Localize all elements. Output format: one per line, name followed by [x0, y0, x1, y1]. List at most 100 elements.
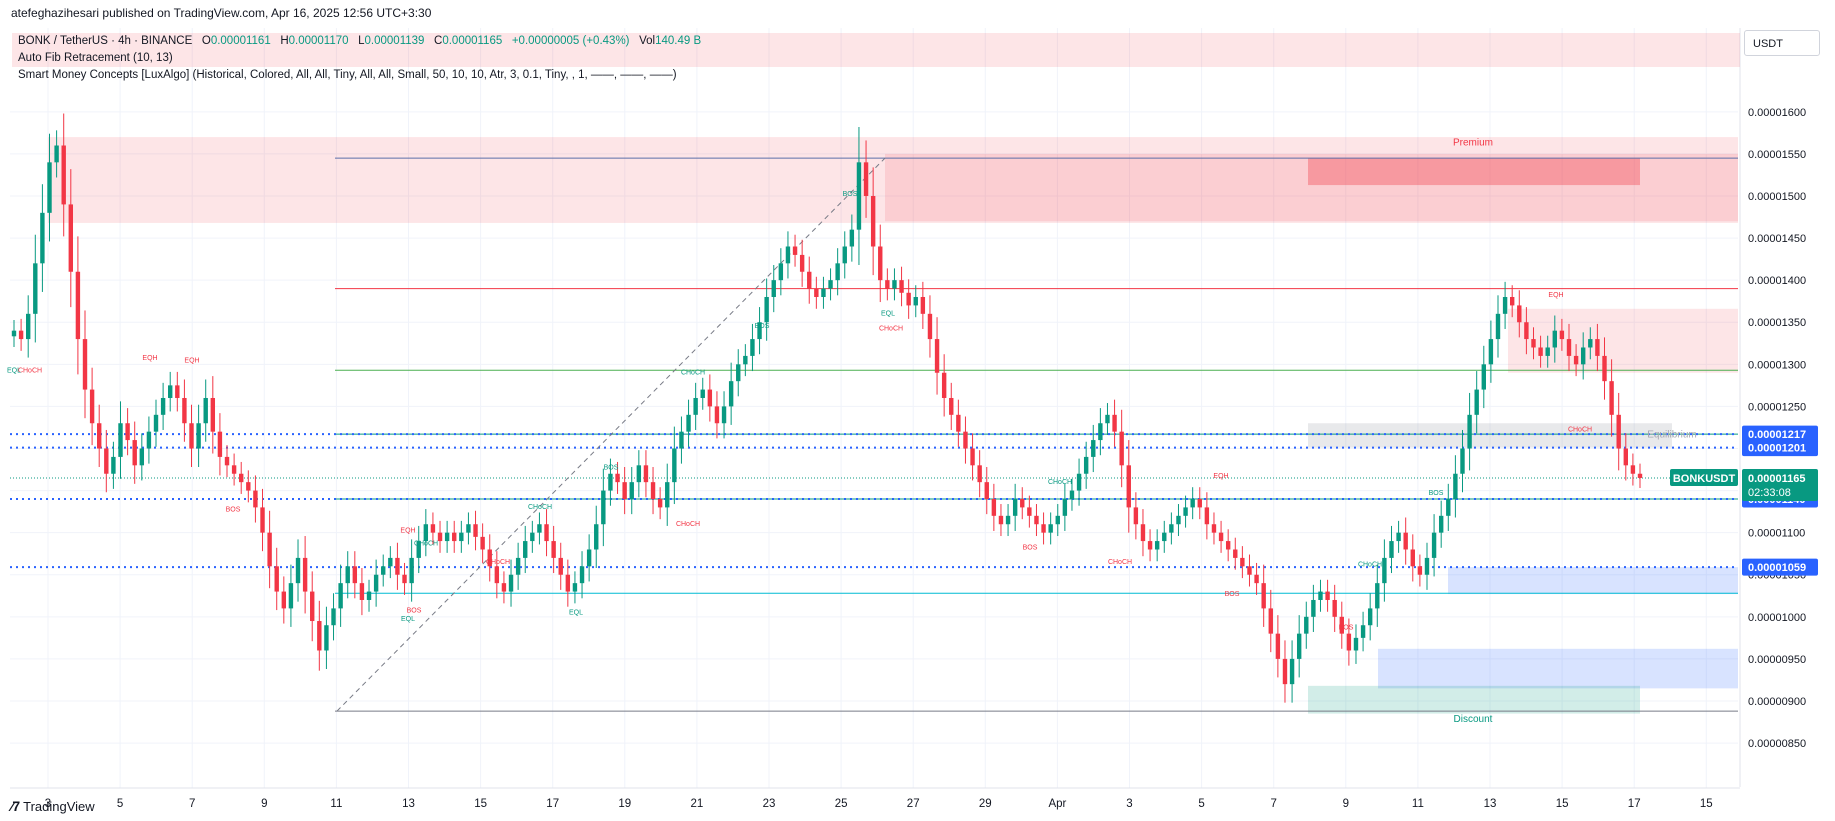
- candle-body: [1609, 381, 1614, 415]
- candle-body: [146, 431, 152, 449]
- choch-label: CHoCH: [676, 521, 700, 528]
- symbol-legend-row[interactable]: BONK / TetherUS · 4h · BINANCE O0.000011…: [12, 33, 1740, 50]
- price-tick-label: 0.00001450: [1748, 233, 1806, 245]
- candle-body: [1552, 330, 1557, 348]
- time-tick-label: 3: [45, 798, 51, 810]
- candle-body: [956, 414, 961, 432]
- candle-body: [33, 263, 38, 314]
- candle-body: [643, 465, 649, 483]
- candle-body: [317, 621, 322, 651]
- candle-body: [927, 313, 933, 340]
- candle-body: [1083, 456, 1089, 474]
- candle-body: [523, 541, 528, 558]
- candle-body: [1055, 515, 1060, 525]
- high-label: H: [280, 35, 289, 47]
- candle-body: [799, 254, 805, 272]
- candle-body: [494, 566, 500, 584]
- candle-body: [1169, 524, 1174, 533]
- indicator-smc-row[interactable]: Smart Money Concepts [LuxAlgo] (Historic…: [12, 67, 1740, 84]
- bos-label: BOS: [407, 608, 422, 615]
- symbol-tag: [1670, 468, 1738, 486]
- indicator-fib-label[interactable]: Auto Fib Retracement (10, 13): [18, 52, 173, 64]
- candle-body: [828, 280, 833, 289]
- candle-body: [920, 296, 926, 314]
- candle-body: [551, 541, 556, 558]
- symbol-name[interactable]: BONK / TetherUS · 4h · BINANCE: [18, 35, 193, 47]
- time-tick-label: 9: [1343, 798, 1349, 810]
- candle-body: [714, 406, 720, 424]
- indicator-smc-label[interactable]: Smart Money Concepts [LuxAlgo] (Historic…: [18, 69, 677, 81]
- candle-body: [1595, 339, 1600, 356]
- candle-body: [892, 280, 897, 289]
- candle-body: [125, 423, 130, 441]
- indicator-fib-row[interactable]: Auto Fib Retracement (10, 13): [12, 50, 1740, 67]
- demand-zone-2: [1378, 648, 1738, 689]
- candle-body: [104, 448, 109, 474]
- tradingview-logo[interactable]: ⁄7 TradingView: [11, 798, 95, 814]
- candle-body: [373, 574, 379, 592]
- eql-label: EQL: [881, 311, 895, 318]
- candle-body: [601, 490, 606, 525]
- candle-body: [395, 557, 400, 575]
- price-tag-text: 0.00001217: [1748, 429, 1806, 441]
- candle-body: [295, 557, 301, 584]
- candle-body: [1431, 532, 1437, 558]
- candle-body: [622, 482, 627, 499]
- candle-body: [40, 212, 45, 264]
- candle-body: [1460, 448, 1465, 474]
- price-tick-label: 0.00000850: [1748, 738, 1806, 750]
- bos-label: BOS: [755, 323, 770, 330]
- candle-body: [771, 280, 776, 297]
- candle-body: [878, 246, 883, 281]
- candle-body: [111, 456, 116, 474]
- candle-body: [203, 397, 208, 424]
- choch-label: CHoCH: [486, 559, 510, 566]
- bos-label: BOS: [604, 465, 619, 472]
- candle-body: [885, 280, 890, 289]
- bos-label: BOS: [1225, 591, 1240, 598]
- current-price-tag: [1742, 468, 1818, 501]
- candle-body: [82, 339, 88, 390]
- candle-body: [1254, 574, 1259, 584]
- candle-body: [359, 583, 365, 600]
- order-block-bearish-2: [1508, 308, 1738, 373]
- time-tick-label: 15: [474, 798, 487, 810]
- price-tick-label: 0.00001500: [1748, 191, 1806, 203]
- candle-body: [807, 271, 812, 289]
- price-tag: [1742, 558, 1818, 576]
- candle-body: [1147, 541, 1153, 550]
- candle-body: [991, 498, 997, 516]
- candle-body: [1495, 313, 1501, 340]
- currency-selector[interactable]: USDT: [1744, 30, 1820, 56]
- candle-body: [1360, 625, 1366, 638]
- time-tick-label: 27: [907, 798, 920, 810]
- candle-body: [338, 583, 343, 609]
- candle-body: [1197, 498, 1202, 508]
- price-tick-label: 0.00001350: [1748, 317, 1806, 329]
- candle-body: [1183, 507, 1188, 516]
- candle-body: [1176, 515, 1181, 525]
- supply-zone: [885, 153, 1738, 222]
- candle-body: [842, 246, 847, 264]
- candle-body: [1325, 591, 1330, 600]
- time-tick-label: 7: [189, 798, 195, 810]
- candle-body: [537, 524, 542, 533]
- low-value: 0.00001139: [364, 35, 425, 47]
- candle-body: [686, 414, 691, 432]
- discount-zone: [1308, 685, 1640, 714]
- candle-body: [970, 448, 975, 466]
- candle-body: [1410, 549, 1415, 567]
- candle-body: [629, 482, 634, 499]
- price-tag-text: 0.00001201: [1748, 443, 1806, 455]
- candle-body: [792, 246, 798, 255]
- candle-body: [941, 372, 947, 398]
- candle-body: [870, 195, 876, 247]
- close-label: C: [434, 35, 443, 47]
- candle-body: [1140, 524, 1146, 542]
- candle-body: [565, 574, 571, 592]
- candle-body: [1332, 599, 1337, 617]
- candle-body: [1162, 532, 1167, 542]
- candle-body: [473, 524, 478, 537]
- price-tick-label: 0.00000950: [1748, 654, 1806, 666]
